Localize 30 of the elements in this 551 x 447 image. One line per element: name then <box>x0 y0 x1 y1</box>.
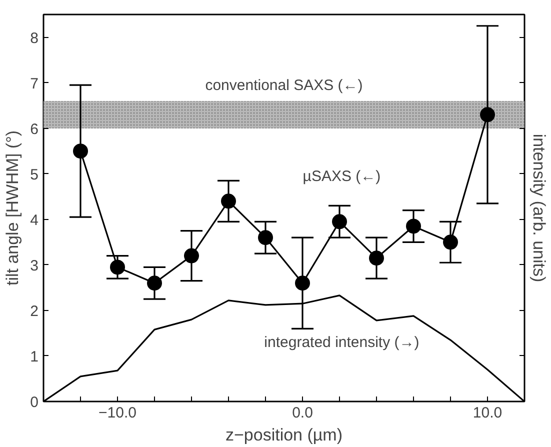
point <box>369 250 384 266</box>
point <box>221 194 236 209</box>
band-label: conventional SAXS (←) <box>205 77 363 94</box>
y-tick-label: 3 <box>30 257 38 274</box>
x-tick-label: 10.0 <box>472 404 502 422</box>
point <box>258 230 273 246</box>
y-tick-label: 8 <box>30 30 38 47</box>
x-tick-label: 0.0 <box>292 404 313 422</box>
point <box>480 107 495 122</box>
point <box>73 144 88 159</box>
point <box>184 248 199 264</box>
point <box>110 260 125 275</box>
point <box>443 234 458 250</box>
point <box>332 214 347 230</box>
y-tick-label: 0 <box>30 394 38 411</box>
y-tick-label: 6 <box>30 120 38 138</box>
point <box>147 276 162 291</box>
y2-axis-title: intensity (arb. units) <box>530 134 548 282</box>
y-tick-label: 2 <box>30 302 38 320</box>
y-tick-label: 4 <box>30 212 38 229</box>
y-tick-label: 7 <box>30 75 38 92</box>
text: µSAXS (←) <box>302 168 381 185</box>
y-tick-label: 5 <box>30 166 38 184</box>
x-axis-title: z−position (µm) <box>225 426 343 444</box>
series-label: integrated intensity (→) <box>264 334 420 352</box>
point <box>406 218 421 234</box>
y-axis-title: tilt angle [HWHM] (°) <box>3 130 22 286</box>
x-tick-label: −10.0 <box>98 404 136 422</box>
y-tick-label: 1 <box>30 348 38 366</box>
point <box>295 276 310 291</box>
